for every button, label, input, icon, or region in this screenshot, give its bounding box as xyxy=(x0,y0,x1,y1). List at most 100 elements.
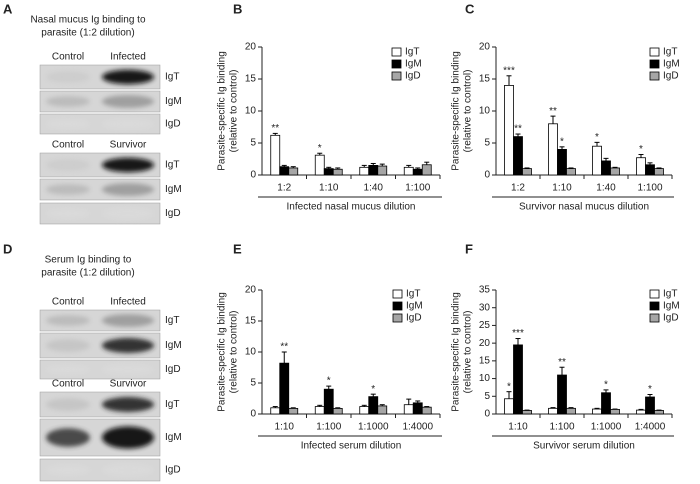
x-tick-label: 1:2 xyxy=(511,183,525,194)
bar xyxy=(421,406,432,415)
band xyxy=(46,71,90,83)
x-tick-label: 1:4000 xyxy=(402,422,433,433)
bar xyxy=(359,406,370,415)
panel-label: D xyxy=(3,241,12,256)
band xyxy=(46,96,90,107)
band xyxy=(46,184,90,195)
error-bar xyxy=(559,366,565,376)
significance-label: *** xyxy=(503,65,515,76)
x-tick-label: 1:40 xyxy=(596,183,616,194)
blot-title: Serum Ig binding to xyxy=(45,255,132,266)
y-tick-label: 15 xyxy=(479,74,491,85)
legend-label: IgD xyxy=(663,313,679,324)
bar xyxy=(548,407,558,415)
legend-label: IgT xyxy=(405,47,419,58)
bar xyxy=(601,160,611,176)
legend-label: IgD xyxy=(406,313,422,324)
error-bar xyxy=(550,115,556,124)
row-label: IgT xyxy=(165,399,179,410)
x-tick-label: 1:10 xyxy=(275,422,295,433)
y-tick-label: 10 xyxy=(245,347,257,358)
bar xyxy=(403,166,414,176)
panel-label: E xyxy=(233,241,242,256)
bar xyxy=(314,406,325,415)
bar xyxy=(332,408,343,415)
y-tick-label: 25 xyxy=(479,320,491,331)
row-label: IgD xyxy=(165,208,181,219)
band xyxy=(46,398,90,411)
bar xyxy=(412,402,423,415)
y-tick-label: 5 xyxy=(250,378,256,389)
lane-header: Control xyxy=(52,140,84,151)
error-bar xyxy=(290,166,296,168)
error-bar xyxy=(568,167,574,169)
error-bar xyxy=(290,407,296,409)
y-axis-label: Parasite-specific Ig binding xyxy=(451,51,462,171)
significance-label: * xyxy=(639,144,643,155)
error-bar xyxy=(272,406,278,408)
y-tick-label: 15 xyxy=(479,355,491,366)
error-bar xyxy=(647,162,653,165)
bar xyxy=(412,168,423,176)
bar xyxy=(279,362,290,415)
band xyxy=(102,95,154,108)
panel-label: F xyxy=(465,241,473,256)
error-bar xyxy=(594,141,600,147)
y-tick-label: 0 xyxy=(250,170,256,181)
legend-swatch xyxy=(649,289,660,299)
error-bar xyxy=(506,75,512,86)
row-label: IgT xyxy=(165,315,179,326)
bar xyxy=(566,407,576,415)
legend-label: IgD xyxy=(405,71,421,82)
bar xyxy=(610,408,620,415)
error-bar xyxy=(415,167,421,170)
row-label: IgD xyxy=(165,364,181,375)
y-tick-label: 10 xyxy=(479,106,491,117)
y-axis-label: Parasite-specific Ig binding xyxy=(217,292,228,412)
error-bar xyxy=(559,146,565,150)
bar xyxy=(504,85,514,176)
band xyxy=(46,428,90,447)
lane-header: Control xyxy=(52,52,84,63)
legend-label: IgM xyxy=(406,301,423,312)
row-label: IgM xyxy=(165,96,182,107)
bar xyxy=(323,388,334,415)
significance-label: * xyxy=(604,380,608,391)
bar xyxy=(522,410,532,415)
x-tick-label: 1:2 xyxy=(277,183,291,194)
y-tick-label: 20 xyxy=(479,42,491,53)
x-axis-label: Infected serum dilution xyxy=(301,441,402,452)
y-tick-label: 5 xyxy=(484,138,490,149)
row-label: IgM xyxy=(165,340,182,351)
error-bar xyxy=(656,167,662,169)
band xyxy=(102,426,154,449)
y-tick-label: 0 xyxy=(484,409,490,420)
error-bar xyxy=(370,162,376,166)
bar xyxy=(636,409,646,415)
error-bar xyxy=(506,391,512,399)
error-bar xyxy=(515,133,521,137)
significance-label: *** xyxy=(512,328,524,339)
error-bar xyxy=(524,167,530,169)
band xyxy=(46,364,90,375)
error-bar xyxy=(550,407,556,409)
error-bar xyxy=(424,406,430,408)
y-tick-label: 30 xyxy=(479,302,491,313)
bar xyxy=(421,164,432,176)
band xyxy=(102,183,154,196)
row-label: IgT xyxy=(165,160,179,171)
legend-swatch xyxy=(649,47,660,57)
legend-label: IgT xyxy=(663,47,677,58)
legend-label: IgT xyxy=(663,289,677,300)
band xyxy=(46,119,90,129)
y-tick-label: 20 xyxy=(479,338,491,349)
significance-label: ** xyxy=(271,123,279,134)
x-axis-label: Survivor nasal mucus dilution xyxy=(519,202,649,213)
bar xyxy=(610,167,620,176)
x-tick-label: 1:1000 xyxy=(591,422,622,433)
error-bar xyxy=(370,393,376,397)
x-tick-label: 1:100 xyxy=(637,183,662,194)
legend-label: IgM xyxy=(405,59,422,70)
x-axis-label: Infected nasal mucus dilution xyxy=(287,202,416,213)
band xyxy=(102,397,154,412)
